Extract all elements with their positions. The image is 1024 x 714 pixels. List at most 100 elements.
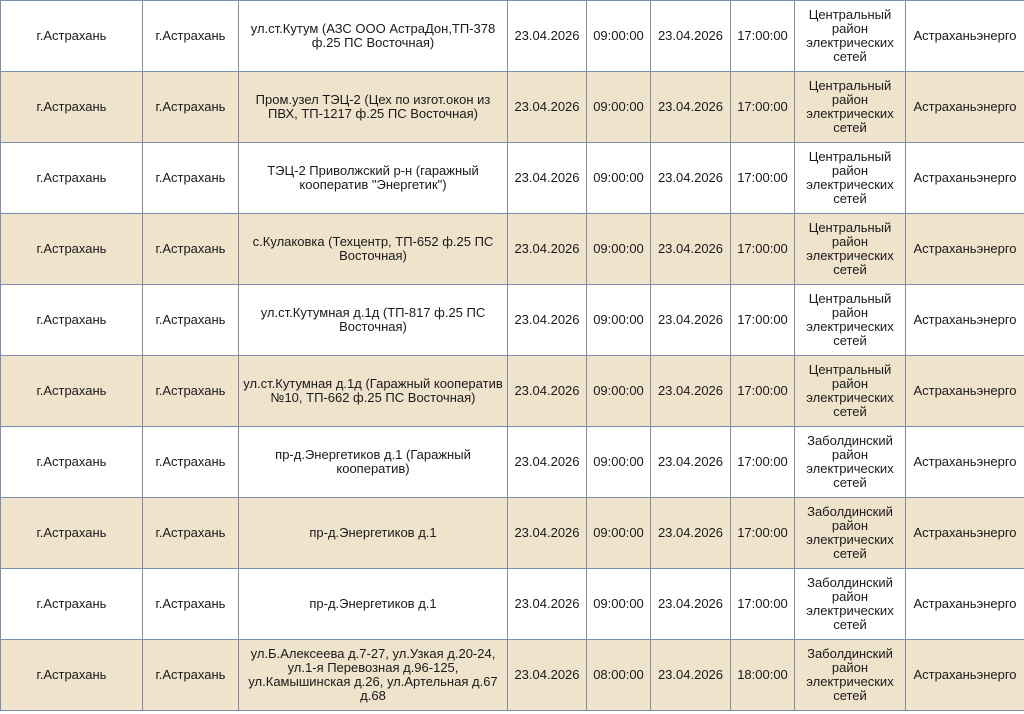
start-time-cell: 09:00:00	[586, 568, 651, 640]
city-cell: г.Астрахань	[142, 497, 239, 569]
end-time-cell: 17:00:00	[730, 213, 795, 285]
company-cell: Астраханьэнерго	[905, 355, 1024, 427]
address-cell: с.Кулаковка (Техцентр, ТП-652 ф.25 ПС Во…	[238, 213, 508, 285]
start-date-cell: 23.04.2026	[507, 355, 587, 427]
district-cell: Заболдинский район электрических сетей	[794, 497, 906, 569]
end-time-cell: 17:00:00	[730, 497, 795, 569]
address-cell: ТЭЦ-2 Приволжский р-н (гаражный кооперат…	[238, 142, 508, 214]
region-cell: г.Астрахань	[0, 284, 143, 356]
address-cell: пр-д.Энергетиков д.1 (Гаражный кооперати…	[238, 426, 508, 498]
region-cell: г.Астрахань	[0, 426, 143, 498]
start-time-cell: 09:00:00	[586, 213, 651, 285]
city-cell: г.Астрахань	[142, 355, 239, 427]
end-time-cell: 18:00:00	[730, 639, 795, 711]
address-cell: Пром.узел ТЭЦ-2 (Цех по изгот.окон из ПВ…	[238, 71, 508, 143]
district-cell: Заболдинский район электрических сетей	[794, 426, 906, 498]
district-cell: Центральный район электрических сетей	[794, 355, 906, 427]
start-time-cell: 09:00:00	[586, 284, 651, 356]
start-time-cell: 09:00:00	[586, 426, 651, 498]
address-cell: ул.ст.Кутумная д.1д (ТП-817 ф.25 ПС Вост…	[238, 284, 508, 356]
company-cell: Астраханьэнерго	[905, 639, 1024, 711]
start-date-cell: 23.04.2026	[507, 497, 587, 569]
end-time-cell: 17:00:00	[730, 71, 795, 143]
region-cell: г.Астрахань	[0, 355, 143, 427]
end-time-cell: 17:00:00	[730, 568, 795, 640]
end-date-cell: 23.04.2026	[650, 497, 731, 569]
region-cell: г.Астрахань	[0, 497, 143, 569]
end-time-cell: 17:00:00	[730, 355, 795, 427]
table-row: г.Астрахань г.Астрахань с.Кулаковка (Техце…	[0, 213, 1024, 285]
district-cell: Центральный район электрических сетей	[794, 71, 906, 143]
table-row: г.Астрахань г.Астрахань ул.Б.Алексеева д.7…	[0, 639, 1024, 711]
start-date-cell: 23.04.2026	[507, 284, 587, 356]
table-row: г.Астрахань г.Астрахань ул.ст.Кутумная д.1…	[0, 355, 1024, 427]
table-row: г.Астрахань г.Астрахань ул.ст.Кутум (АЗС О…	[0, 0, 1024, 72]
address-cell: ул.ст.Кутум (АЗС ООО АстраДон,ТП-378 ф.2…	[238, 0, 508, 72]
start-date-cell: 23.04.2026	[507, 639, 587, 711]
end-time-cell: 17:00:00	[730, 0, 795, 72]
start-time-cell: 09:00:00	[586, 142, 651, 214]
end-date-cell: 23.04.2026	[650, 284, 731, 356]
end-date-cell: 23.04.2026	[650, 639, 731, 711]
end-date-cell: 23.04.2026	[650, 71, 731, 143]
start-date-cell: 23.04.2026	[507, 568, 587, 640]
start-time-cell: 09:00:00	[586, 355, 651, 427]
address-cell: ул.ст.Кутумная д.1д (Гаражный кооператив…	[238, 355, 508, 427]
company-cell: Астраханьэнерго	[905, 284, 1024, 356]
end-date-cell: 23.04.2026	[650, 355, 731, 427]
city-cell: г.Астрахань	[142, 426, 239, 498]
end-time-cell: 17:00:00	[730, 284, 795, 356]
company-cell: Астраханьэнерго	[905, 426, 1024, 498]
end-date-cell: 23.04.2026	[650, 213, 731, 285]
city-cell: г.Астрахань	[142, 142, 239, 214]
company-cell: Астраханьэнерго	[905, 142, 1024, 214]
address-cell: пр-д.Энергетиков д.1	[238, 497, 508, 569]
end-date-cell: 23.04.2026	[650, 142, 731, 214]
start-time-cell: 08:00:00	[586, 639, 651, 711]
city-cell: г.Астрахань	[142, 639, 239, 711]
start-time-cell: 09:00:00	[586, 71, 651, 143]
table-row: г.Астрахань г.Астрахань пр-д.Энергетиков д…	[0, 497, 1024, 569]
end-date-cell: 23.04.2026	[650, 0, 731, 72]
city-cell: г.Астрахань	[142, 0, 239, 72]
city-cell: г.Астрахань	[142, 213, 239, 285]
district-cell: Центральный район электрических сетей	[794, 213, 906, 285]
region-cell: г.Астрахань	[0, 568, 143, 640]
district-cell: Центральный район электрических сетей	[794, 0, 906, 72]
table-row: г.Астрахань г.Астрахань ул.ст.Кутумная д.1…	[0, 284, 1024, 356]
address-cell: ул.Б.Алексеева д.7-27, ул.Узкая д.20-24,…	[238, 639, 508, 711]
district-cell: Заболдинский район электрических сетей	[794, 568, 906, 640]
start-date-cell: 23.04.2026	[507, 0, 587, 72]
district-cell: Центральный район электрических сетей	[794, 142, 906, 214]
company-cell: Астраханьэнерго	[905, 213, 1024, 285]
start-date-cell: 23.04.2026	[507, 426, 587, 498]
company-cell: Астраханьэнерго	[905, 497, 1024, 569]
company-cell: Астраханьэнерго	[905, 568, 1024, 640]
end-time-cell: 17:00:00	[730, 142, 795, 214]
table-row: г.Астрахань г.Астрахань пр-д.Энергетиков д…	[0, 426, 1024, 498]
end-date-cell: 23.04.2026	[650, 568, 731, 640]
start-time-cell: 09:00:00	[586, 497, 651, 569]
city-cell: г.Астрахань	[142, 284, 239, 356]
region-cell: г.Астрахань	[0, 0, 143, 72]
start-date-cell: 23.04.2026	[507, 213, 587, 285]
city-cell: г.Астрахань	[142, 568, 239, 640]
start-date-cell: 23.04.2026	[507, 71, 587, 143]
table-row: г.Астрахань г.Астрахань Пром.узел ТЭЦ-2 (Ц…	[0, 71, 1024, 143]
region-cell: г.Астрахань	[0, 213, 143, 285]
table-row: г.Астрахань г.Астрахань ТЭЦ-2 Приволжский …	[0, 142, 1024, 214]
start-date-cell: 23.04.2026	[507, 142, 587, 214]
company-cell: Астраханьэнерго	[905, 71, 1024, 143]
district-cell: Заболдинский район электрических сетей	[794, 639, 906, 711]
region-cell: г.Астрахань	[0, 142, 143, 214]
start-time-cell: 09:00:00	[586, 0, 651, 72]
region-cell: г.Астрахань	[0, 71, 143, 143]
end-time-cell: 17:00:00	[730, 426, 795, 498]
district-cell: Центральный район электрических сетей	[794, 284, 906, 356]
region-cell: г.Астрахань	[0, 639, 143, 711]
address-cell: пр-д.Энергетиков д.1	[238, 568, 508, 640]
city-cell: г.Астрахань	[142, 71, 239, 143]
table-row: г.Астрахань г.Астрахань пр-д.Энергетиков д…	[0, 568, 1024, 640]
